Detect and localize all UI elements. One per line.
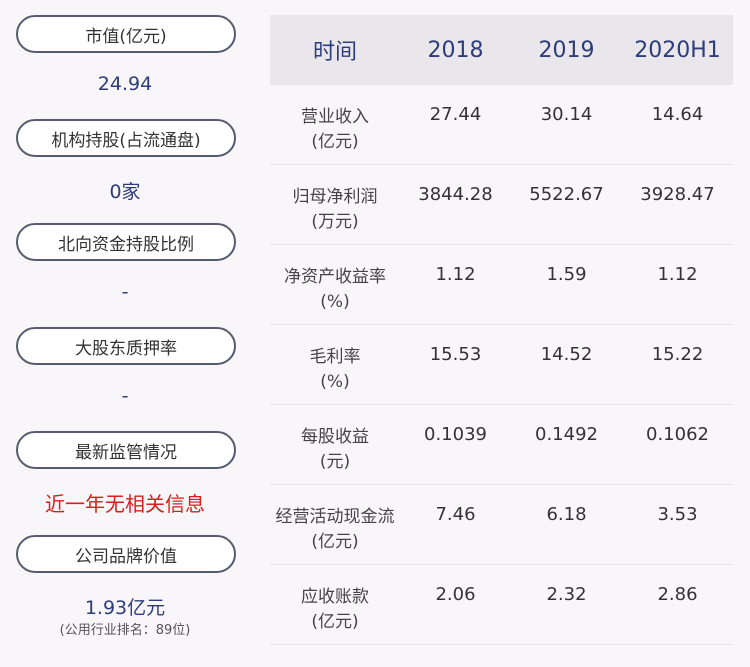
header-2019: 2019 <box>538 37 595 63</box>
cell-2020h1: 1.12 <box>657 264 698 285</box>
brand-value-label: 公司品牌价值 <box>16 535 236 573</box>
regulatory-status-label: 最新监管情况 <box>16 431 236 469</box>
left-panel: 市值(亿元) 24.94 机构持股(占流通盘) 0家 北向资金持股比例 - 大股… <box>0 0 250 667</box>
row-label: 应收账款 (亿元) <box>301 587 369 632</box>
regulatory-status-value: 近一年无相关信息 <box>45 492 205 516</box>
header-2018: 2018 <box>427 37 484 63</box>
cell-2018: 0.1039 <box>424 424 487 445</box>
header-2020h1: 2020H1 <box>634 37 721 63</box>
institutional-holding-label: 机构持股(占流通盘) <box>16 119 236 157</box>
table-row: 归母净利润 (万元) 3844.28 5522.67 3928.47 <box>270 165 733 245</box>
financial-table: 时间 2018 2019 2020H1 营业收入 (亿元) 27.44 30.14… <box>270 15 733 645</box>
cell-2020h1: 3.53 <box>657 504 698 525</box>
pledge-ratio-label: 大股东质押率 <box>16 327 236 365</box>
brand-value-value: 1.93亿元 <box>84 597 166 619</box>
market-cap-label: 市值(亿元) <box>16 15 236 53</box>
pledge-ratio-value: - <box>121 385 129 407</box>
cell-2020h1: 3928.47 <box>640 184 715 205</box>
row-label: 归母净利润 (万元) <box>292 187 378 232</box>
market-cap-value: 24.94 <box>97 73 153 95</box>
row-label: 营业收入 (亿元) <box>301 107 369 152</box>
table-row: 每股收益 (元) 0.1039 0.1492 0.1062 <box>270 405 733 485</box>
cell-2018: 2.06 <box>435 584 476 605</box>
row-label: 毛利率 (%) <box>309 347 361 392</box>
cell-2018: 1.12 <box>435 264 476 285</box>
row-label: 经营活动现金流 (亿元) <box>275 507 395 552</box>
cell-2019: 14.52 <box>540 344 593 365</box>
cell-2019: 30.14 <box>540 104 593 125</box>
table-row: 营业收入 (亿元) 27.44 30.14 14.64 <box>270 85 733 165</box>
row-label: 净资产收益率 (%) <box>284 267 386 312</box>
cell-2019: 1.59 <box>546 264 587 285</box>
cell-2018: 15.53 <box>429 344 482 365</box>
cell-2019: 6.18 <box>546 504 587 525</box>
table-header: 时间 2018 2019 2020H1 <box>270 15 733 85</box>
cell-2020h1: 0.1062 <box>646 424 709 445</box>
table-row: 经营活动现金流 (亿元) 7.46 6.18 3.53 <box>270 485 733 565</box>
table-row: 净资产收益率 (%) 1.12 1.59 1.12 <box>270 245 733 325</box>
cell-2018: 7.46 <box>435 504 476 525</box>
table-row: 应收账款 (亿元) 2.06 2.32 2.86 <box>270 565 733 645</box>
cell-2019: 5522.67 <box>529 184 604 205</box>
row-label: 每股收益 (元) <box>301 427 369 472</box>
cell-2019: 0.1492 <box>535 424 598 445</box>
header-time: 时间 <box>312 40 357 65</box>
institutional-holding-value: 0家 <box>109 181 141 203</box>
cell-2020h1: 15.22 <box>651 344 704 365</box>
brand-rank-note: (公用行业排名：89位) <box>59 623 191 638</box>
northbound-ratio-label: 北向资金持股比例 <box>16 223 236 261</box>
northbound-ratio-value: - <box>121 281 129 303</box>
table-row: 毛利率 (%) 15.53 14.52 15.22 <box>270 325 733 405</box>
cell-2019: 2.32 <box>546 584 587 605</box>
cell-2018: 3844.28 <box>418 184 493 205</box>
cell-2018: 27.44 <box>429 104 482 125</box>
cell-2020h1: 14.64 <box>651 104 704 125</box>
cell-2020h1: 2.86 <box>657 584 698 605</box>
